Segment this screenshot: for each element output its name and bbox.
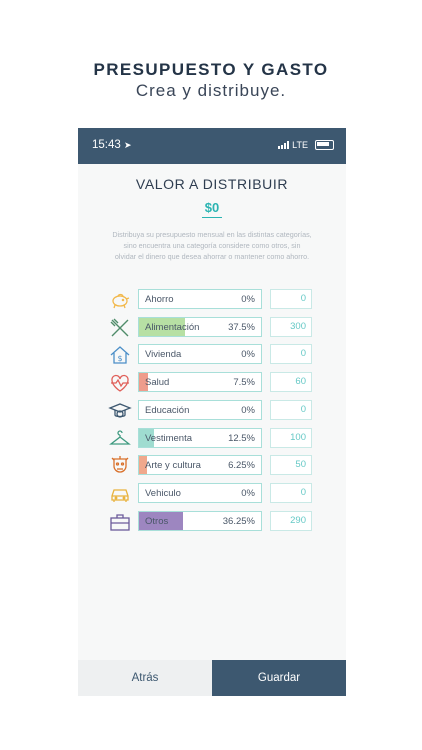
category-amount-input[interactable]: 0 (270, 344, 312, 365)
piggy-bank-icon (108, 288, 132, 312)
amount-underline (202, 217, 222, 218)
category-percent: 6.25% (228, 460, 255, 472)
status-indicators: LTE (278, 140, 334, 150)
category-amount-input[interactable]: 0 (270, 289, 312, 309)
network-label: LTE (292, 140, 308, 150)
category-row: Vestimenta 12.5% 100 (108, 427, 314, 451)
save-button[interactable]: Guardar (212, 660, 346, 696)
category-row: Arte y cultura 6.25% 50 (108, 455, 314, 477)
footer-bar: Atrás Guardar (78, 660, 346, 696)
category-row: Alimentación 37.5% 300 (108, 316, 314, 340)
category-percent: 36.25% (222, 515, 255, 527)
category-row: Otros 36.25% 290 (108, 510, 314, 534)
back-button[interactable]: Atrás (78, 660, 212, 696)
category-percent-bar[interactable]: Otros 36.25% (138, 510, 262, 531)
svg-text:$: $ (118, 354, 123, 363)
promo-headline: PRESUPUESTO Y GASTO (93, 60, 329, 79)
category-percent: 37.5% (228, 321, 255, 333)
category-percent-bar[interactable]: Salud 7.5% (138, 372, 262, 393)
category-row: Vehiculo 0% 0 (108, 482, 314, 506)
category-fill (139, 373, 148, 392)
category-percent: 7.5% (233, 377, 255, 389)
briefcase-icon (108, 510, 132, 534)
house-dollar-icon: $ (108, 343, 132, 367)
location-arrow-icon: ➤ (123, 140, 132, 150)
category-percent-bar[interactable]: Arte y cultura 6.25% (138, 455, 262, 476)
category-label: Salud (145, 377, 170, 389)
category-amount-input[interactable]: 290 (270, 510, 312, 531)
category-fill (139, 428, 154, 447)
category-row: Ahorro 0% 0 (108, 289, 314, 311)
mask-icon (108, 454, 132, 478)
screen-title: VALOR A DISTRIBUIR (135, 176, 289, 192)
category-row: Educación 0% 0 (108, 399, 314, 423)
category-percent: 12.5% (228, 432, 255, 444)
car-icon (108, 482, 132, 506)
hanger-icon (108, 427, 132, 451)
amount-to-distribute: $0 (204, 200, 220, 215)
category-percent: 0% (241, 349, 255, 361)
graduation-cap-icon (108, 399, 132, 423)
category-amount-input[interactable]: 300 (270, 316, 312, 337)
category-percent-bar[interactable]: Vehiculo 0% (138, 482, 262, 503)
category-amount-input[interactable]: 60 (270, 372, 312, 393)
fork-knife-icon (108, 316, 132, 340)
category-percent: 0% (241, 404, 255, 416)
category-row: Salud 7.5% 60 (108, 372, 314, 394)
category-label: Vehiculo (145, 487, 181, 499)
category-label: Ahorro (145, 294, 174, 305)
category-label: Arte y cultura (145, 460, 201, 472)
category-label: Vestimenta (145, 432, 192, 444)
category-percent-bar[interactable]: Vivienda 0% (138, 344, 262, 365)
category-fill (139, 456, 147, 475)
category-percent: 0% (241, 294, 255, 305)
category-amount-input[interactable]: 50 (270, 455, 312, 476)
category-amount-input[interactable]: 0 (270, 399, 312, 420)
category-label: Alimentación (145, 321, 200, 333)
category-fill (139, 317, 185, 336)
category-percent-bar[interactable]: Vestimenta 12.5% (138, 427, 262, 448)
phone-screen: 15:43 ➤ LTE VALOR A DISTRIBUIR $0 Distri… (78, 128, 346, 696)
category-label: Vivienda (145, 349, 182, 361)
category-amount-input[interactable]: 0 (270, 482, 312, 503)
instructions-text: Distribuya su presupuesto mensual en las… (112, 230, 312, 261)
category-fill (139, 511, 183, 530)
category-label: Otros (145, 515, 169, 527)
signal-icon (278, 141, 290, 149)
category-percent: 0% (241, 487, 255, 499)
category-percent-bar[interactable]: Educación 0% (138, 399, 262, 420)
category-percent-bar[interactable]: Alimentación 37.5% (138, 316, 262, 337)
battery-icon (315, 140, 334, 150)
category-label: Educación (145, 404, 190, 416)
promo-subline: Crea y distribuye. (135, 81, 287, 100)
status-time: 15:43 ➤ (92, 139, 132, 151)
status-bar: 15:43 ➤ LTE (78, 128, 346, 164)
category-amount-input[interactable]: 100 (270, 427, 312, 448)
category-row: $ Vivienda 0% 0 (108, 344, 314, 366)
heart-pulse-icon (108, 371, 132, 395)
category-percent-bar[interactable]: Ahorro 0% (138, 289, 262, 309)
